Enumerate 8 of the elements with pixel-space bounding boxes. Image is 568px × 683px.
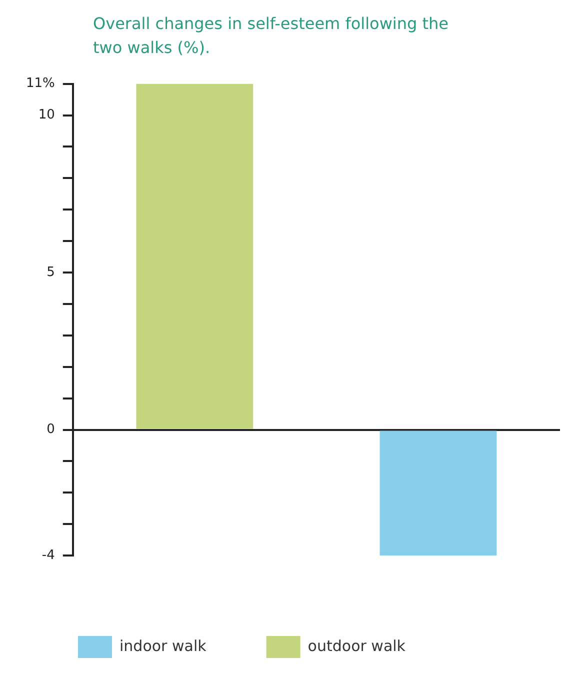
y-tick-label: 0 <box>46 422 55 438</box>
chart-title: Overall changes in self-esteem following the two walks (%). <box>93 13 450 59</box>
y-tick-label: -4 <box>42 548 55 563</box>
y-tick-label: 10 <box>38 108 55 123</box>
y-tick-label: 11% <box>26 76 55 92</box>
legend-label: outdoor walk <box>308 636 406 655</box>
y-tick-label: 5 <box>46 264 55 280</box>
legend-label: indoor walk <box>120 636 207 655</box>
